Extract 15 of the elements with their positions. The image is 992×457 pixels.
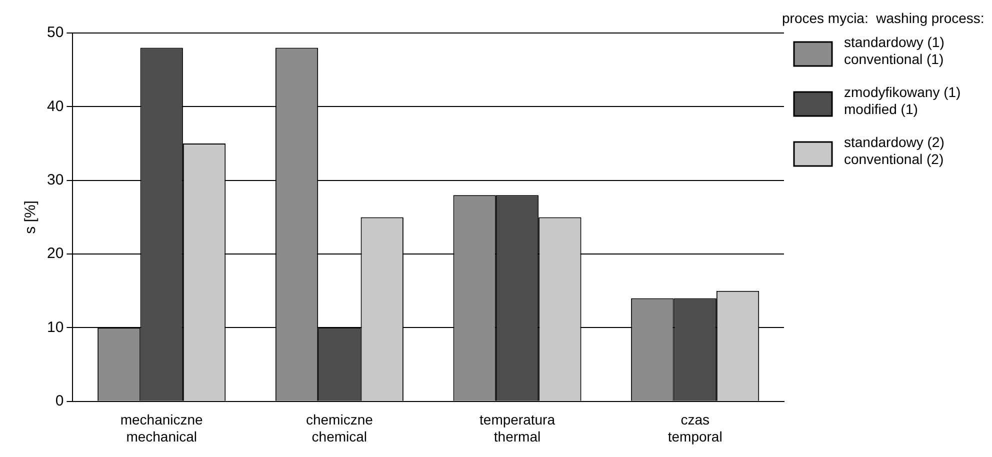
x-tick-label: temperatura thermal: [480, 412, 556, 444]
y-tick-label: 30: [46, 172, 64, 188]
legend-label: standardowy (2) conventional (2): [844, 134, 944, 167]
legend-label: standardowy (1) conventional (1): [844, 34, 944, 67]
x-tick-label: chemiczne chemical: [306, 412, 374, 444]
x-tick-label: mechaniczne mechanical: [120, 412, 204, 444]
y-tick-label: 20: [46, 245, 64, 262]
legend-title: proces mycia: washing process:: [782, 10, 984, 26]
y-tick-label: 50: [46, 24, 64, 42]
y-axis-title: s [%]: [22, 200, 40, 234]
y-tick-label: 40: [46, 98, 64, 115]
y-tick-label: 0: [55, 392, 64, 410]
y-tick-label: 10: [46, 318, 64, 336]
legend-label: zmodyfikowany (1) modified (1): [844, 84, 961, 117]
x-tick-label: czas temporal: [668, 412, 722, 444]
